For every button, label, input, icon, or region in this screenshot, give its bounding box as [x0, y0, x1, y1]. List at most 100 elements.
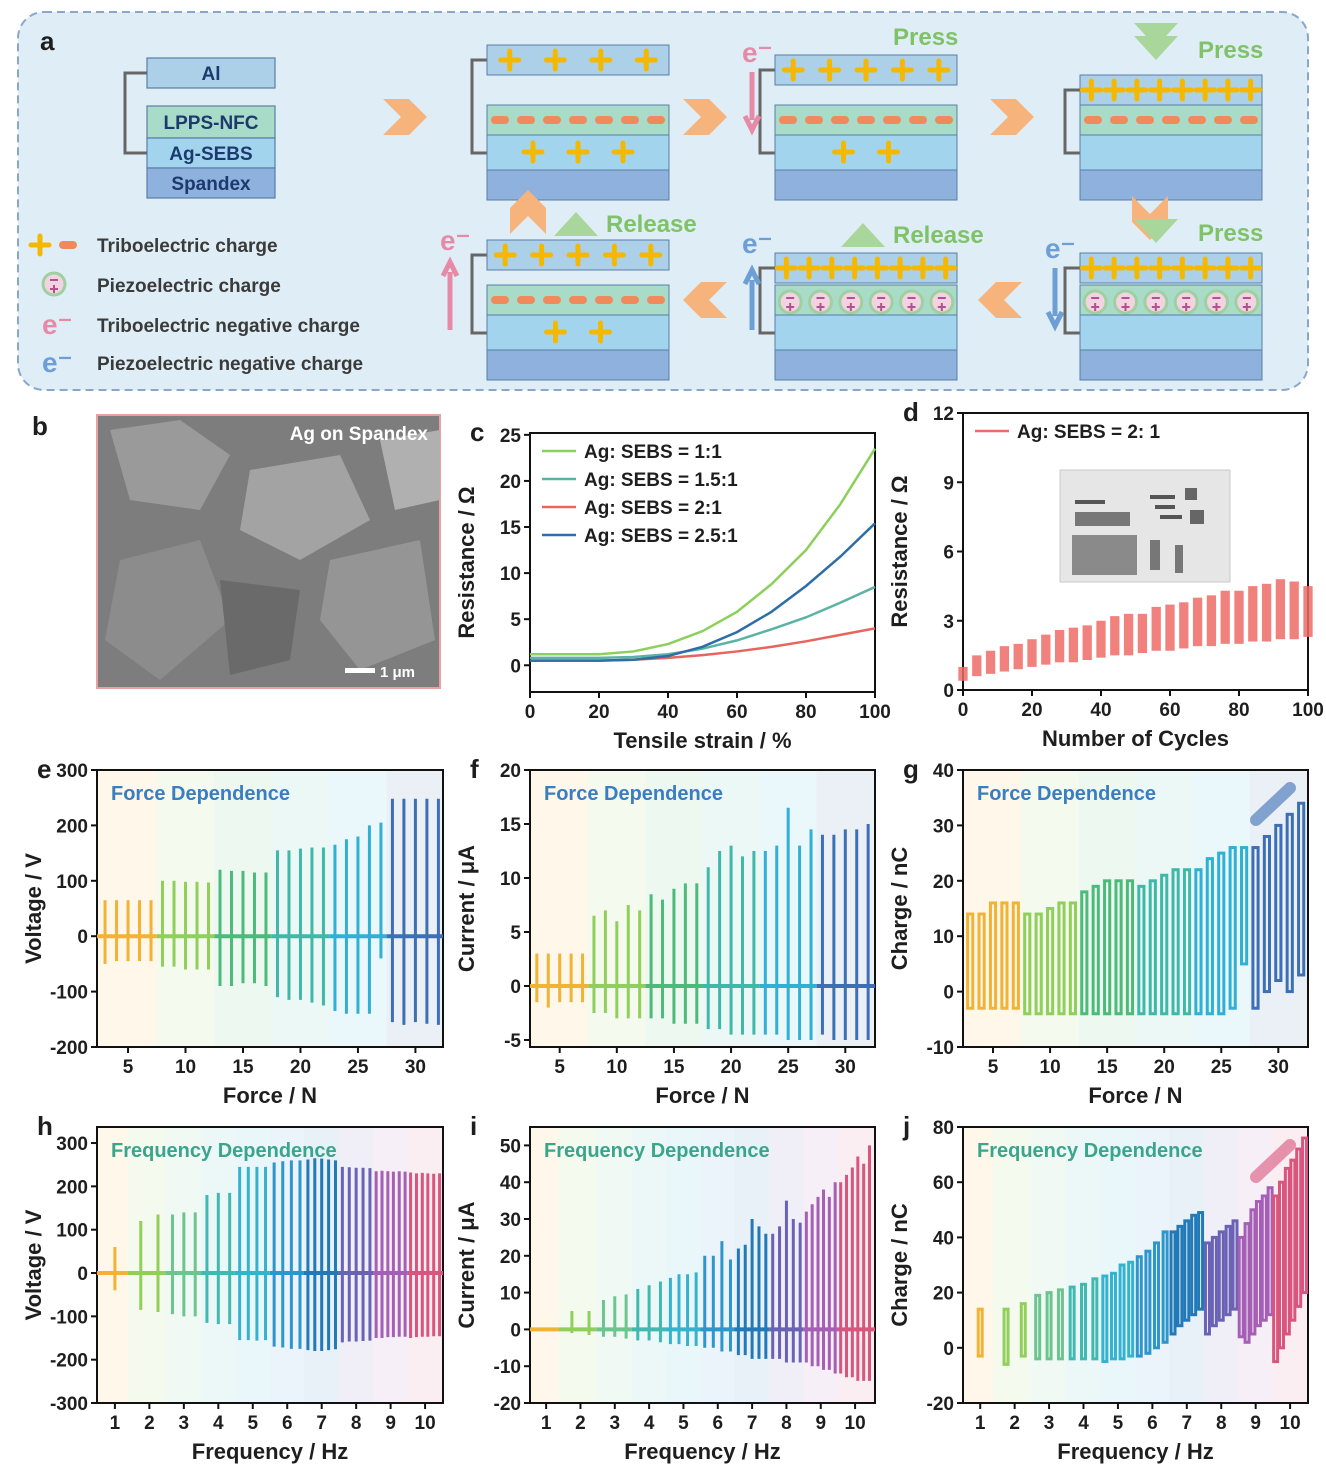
plus-sign	[888, 256, 912, 280]
x-tick-label: 60	[726, 702, 747, 723]
x-tick-label: 4	[1078, 1413, 1089, 1434]
y-tick-label: 0	[510, 656, 521, 677]
range-bar	[1289, 581, 1299, 640]
x-tick-label: 30	[1268, 1057, 1289, 1078]
x-tick-label: 3	[179, 1413, 190, 1434]
pulse	[1114, 879, 1123, 1016]
pulse	[1266, 1186, 1274, 1317]
process-arrow	[978, 282, 1022, 318]
piezo-sign	[1151, 297, 1160, 311]
y-tick-label: 10	[933, 927, 954, 948]
x-tick-label: 4	[644, 1413, 655, 1434]
pulse	[1169, 1230, 1177, 1336]
minus-sign	[647, 116, 665, 124]
pulse	[1148, 879, 1157, 1016]
y-tick-label: 80	[933, 1118, 954, 1139]
y-tick-label: 20	[933, 1284, 954, 1305]
range-bar	[1179, 602, 1189, 649]
pulse	[1203, 1241, 1211, 1336]
piezo-charge	[1143, 289, 1169, 315]
layer	[1079, 349, 1263, 381]
plus-sign	[1216, 78, 1240, 102]
piezo-charge	[1113, 289, 1138, 315]
layer	[486, 314, 670, 351]
legend-text: Triboelectric negative charge	[97, 316, 360, 337]
x-tick-label: 25	[778, 1057, 800, 1078]
plus-sign	[774, 256, 798, 280]
x-tick-label: 10	[845, 1413, 866, 1434]
plus-sign	[589, 320, 612, 344]
minus-sign	[1084, 116, 1102, 124]
plus-sign	[911, 256, 935, 280]
pulse	[1295, 1147, 1303, 1308]
minus-sign	[543, 116, 561, 124]
plus-sign	[1079, 78, 1103, 102]
pulse	[1249, 1208, 1257, 1336]
range-bar	[1013, 643, 1023, 670]
y-tick-label: 300	[56, 761, 88, 782]
pulse	[1224, 1224, 1232, 1317]
panel-label: b	[32, 411, 48, 441]
x-tick-label: 7	[316, 1413, 327, 1434]
x-tick-label: 0	[525, 702, 536, 723]
pulse	[1103, 879, 1112, 1016]
plus-sign	[493, 243, 517, 267]
x-tick-label: 20	[290, 1057, 311, 1078]
legend-text: Piezoelectric negative charge	[97, 354, 363, 375]
plus-sign	[1079, 256, 1103, 280]
x-tick-label: 1	[110, 1413, 121, 1434]
pulse	[1240, 846, 1249, 966]
plus-sign	[890, 58, 914, 82]
photo-item	[1072, 535, 1137, 575]
pulse	[1260, 1194, 1268, 1322]
y-tick-label: 200	[56, 816, 88, 837]
plus-sign	[832, 140, 855, 164]
photo-item	[1185, 488, 1197, 500]
plus-sign	[1125, 256, 1149, 280]
layer	[146, 167, 276, 199]
pulse	[1161, 1230, 1169, 1344]
scale-bar	[345, 668, 375, 673]
minus-sign	[647, 296, 665, 304]
layer	[774, 284, 958, 316]
pulse	[1217, 1230, 1225, 1322]
pulse	[1057, 901, 1066, 1016]
range-bar	[1027, 639, 1037, 667]
minus-sign	[491, 296, 509, 304]
panel-label: c	[470, 417, 484, 447]
range-bar	[1234, 590, 1244, 644]
range-bar	[1137, 613, 1148, 654]
panel-label: i	[470, 1111, 477, 1141]
wire	[758, 266, 775, 335]
x-tick-label: 10	[1040, 1057, 1061, 1078]
inset-photo	[1059, 469, 1231, 583]
pulse	[1056, 1288, 1064, 1361]
plus-sign	[865, 256, 889, 280]
pulse	[1068, 901, 1077, 1016]
plot-frame	[96, 769, 444, 1048]
panel-label: h	[37, 1111, 53, 1141]
x-tick-label: 20	[588, 702, 609, 723]
plus-sign	[566, 140, 590, 164]
piezo-charge	[777, 289, 803, 315]
process-arrow	[383, 99, 427, 135]
plus-sign	[1170, 78, 1194, 102]
x-tick-label: 6	[712, 1413, 723, 1434]
pulse	[1135, 1255, 1143, 1358]
background-band	[993, 1127, 1031, 1403]
legend-label: Ag: SEBS = 1.5:1	[584, 470, 738, 491]
x-tick-label: 10	[175, 1057, 196, 1078]
pulse	[1045, 1291, 1053, 1361]
electron-arrow	[742, 264, 762, 330]
x-tick-label: 8	[351, 1413, 362, 1434]
minus-sign	[909, 116, 927, 124]
pulse	[1243, 1222, 1251, 1344]
y-tick-label: 20	[500, 472, 521, 493]
pulse	[1137, 884, 1146, 1016]
legend-symbol: e⁻	[42, 309, 72, 340]
x-tick-label: 2	[575, 1413, 586, 1434]
x-tick-label: 30	[835, 1057, 856, 1078]
range-bar	[1303, 586, 1313, 637]
plus-sign	[1102, 256, 1126, 280]
wire	[758, 68, 775, 155]
